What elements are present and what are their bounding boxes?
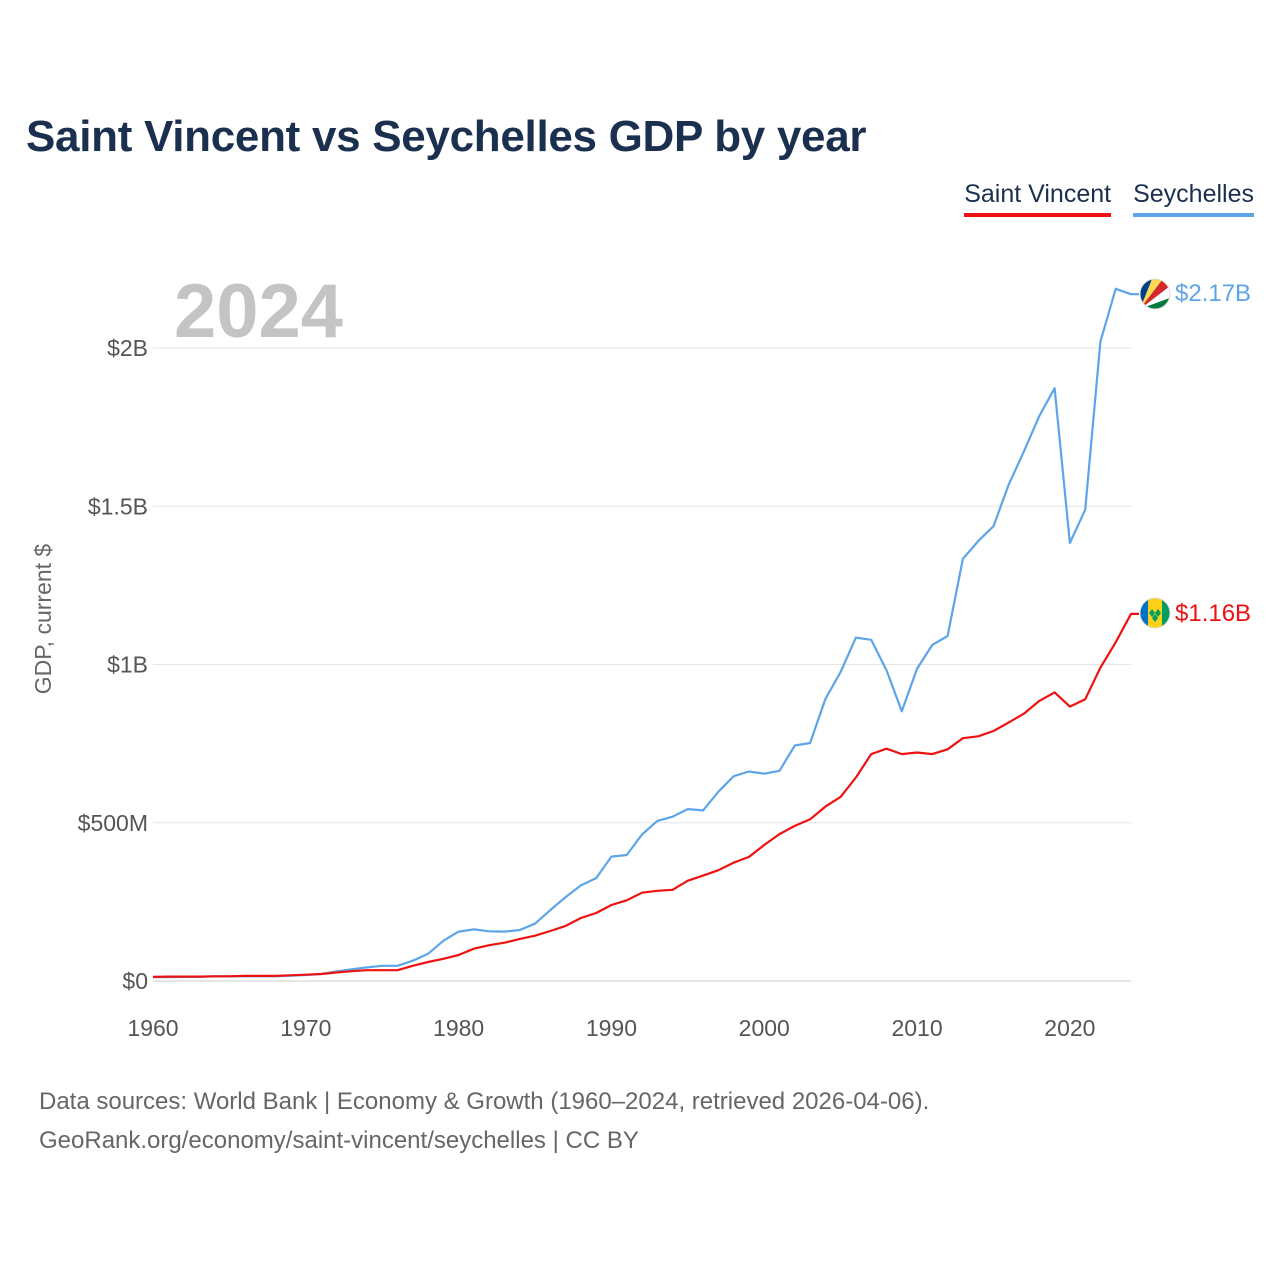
x-tick-label: 1960 — [127, 1015, 178, 1041]
y-axis-title: GDP, current $ — [30, 544, 56, 695]
y-tick-label: $2B — [107, 335, 148, 361]
series-lines — [153, 289, 1139, 977]
y-tick-label: $0 — [122, 968, 148, 994]
x-tick-label: 2000 — [739, 1015, 790, 1041]
series-line-seychelles[interactable] — [153, 289, 1139, 977]
series-line-saint-vincent[interactable] — [153, 614, 1139, 977]
y-tick-label: $1B — [107, 652, 148, 678]
data-sources: Data sources: World Bank | Economy & Gro… — [39, 1082, 929, 1121]
footer: Data sources: World Bank | Economy & Gro… — [39, 1082, 929, 1160]
x-tick-label: 1980 — [433, 1015, 484, 1041]
x-axis-ticks: 1960 1970 1980 1990 2000 2010 2020 — [127, 1015, 1095, 1041]
x-tick-label: 2010 — [891, 1015, 942, 1041]
x-tick-label: 1970 — [280, 1015, 331, 1041]
y-tick-label: $1.5B — [88, 493, 148, 519]
x-tick-label: 1990 — [586, 1015, 637, 1041]
seychelles-end-label: $2.17B — [1175, 280, 1251, 307]
y-tick-label: $500M — [78, 810, 148, 836]
y-axis-ticks: $0 $500M $1B $1.5B $2B — [78, 335, 148, 994]
x-tick-label: 2020 — [1044, 1015, 1095, 1041]
gridlines — [153, 348, 1131, 981]
source-link[interactable]: GeoRank.org/economy/saint-vincent/seyche… — [39, 1121, 929, 1160]
saint-vincent-end-label: $1.16B — [1175, 600, 1251, 627]
